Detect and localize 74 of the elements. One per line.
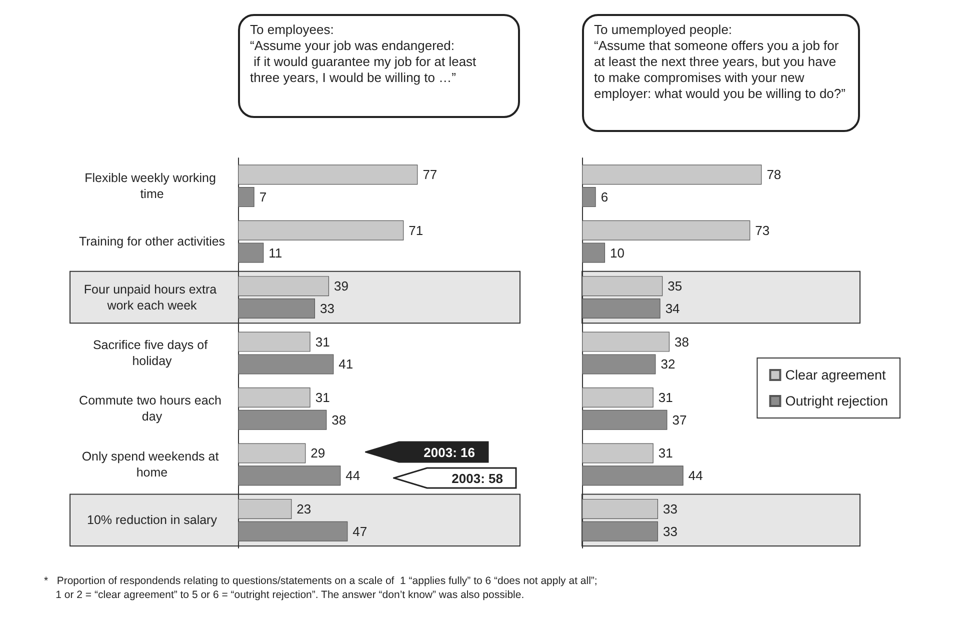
- y-tick-label: Commute two hours each day: [79, 394, 225, 424]
- arrow-callout: 2003: 58: [393, 467, 517, 489]
- y-tick-label: Flexible weekly working time: [84, 170, 220, 201]
- data-label: 31: [658, 390, 673, 406]
- bar: [582, 164, 762, 185]
- text: * Proportion of respondends relating to questions/statements on a scale of 1 “applies fully” to 6 “does not apply at all”; 1 or 2 = “clear agreement” to 5 or 6 = “outright rejection”. The answer “don’t know” was also possible.: [44, 574, 598, 602]
- y-tick-label: Training for other activities: [78, 234, 226, 249]
- bar: [238, 220, 404, 240]
- data-label: 31: [315, 334, 330, 350]
- bar: [582, 498, 658, 519]
- speech-bubble: To umemployed people: “Assume that someone offers you a job for at least the next three years, but you have to make compromises with your new employer: what would you be willing to do?”: [582, 14, 860, 132]
- data-label: 29: [310, 446, 326, 461]
- data-label: 44: [688, 468, 703, 484]
- bar: [582, 466, 684, 486]
- chart-subtitle: “Assume that someone offers you a job for at least the next three years, but you have to make compromises with your new employer: what would you be willing to do?”: [594, 38, 846, 102]
- data-label: 73: [755, 222, 770, 238]
- chart-subtitle: “Assume your job was endangered: if it would guarantee my job for at least three years, I would be willing to …”: [250, 38, 478, 86]
- bar: [238, 388, 310, 408]
- bar: [238, 466, 341, 486]
- bar: [238, 443, 306, 464]
- bar: [582, 298, 660, 318]
- data-label: 39: [334, 278, 348, 294]
- bar: [582, 332, 670, 352]
- bar: [582, 276, 663, 296]
- speech-bubble: To employees: “Assume your job was endangered: if it would guarantee my job for at least three years, I would be willing to …”: [238, 14, 520, 118]
- bar: [582, 220, 750, 240]
- legend-label: Outright rejection: [785, 394, 888, 408]
- bar: [238, 521, 348, 542]
- bar: [582, 521, 658, 542]
- data-label: 38: [674, 334, 690, 350]
- data-label: 41: [338, 356, 354, 372]
- data-label: 44: [346, 468, 360, 484]
- data-label: 47: [352, 524, 368, 539]
- bar: [238, 187, 254, 208]
- legend-label: Clear agreement: [785, 368, 886, 382]
- data-label: 34: [665, 300, 680, 316]
- data-label: 71: [408, 222, 424, 238]
- data-label: 33: [320, 300, 334, 316]
- bar: [238, 332, 310, 352]
- arrow-callout: 2003: 16: [365, 441, 489, 463]
- chart-title: To employees:: [250, 22, 335, 38]
- data-label: 35: [668, 278, 682, 294]
- data-label: 10: [610, 245, 625, 260]
- bar: [582, 443, 654, 464]
- bar: [238, 242, 264, 263]
- bar: [238, 276, 330, 296]
- bar: [582, 388, 654, 408]
- y-tick-label: Sacrifice five days of holiday: [92, 338, 212, 368]
- data-label: 33: [663, 524, 678, 539]
- data-label: 23: [296, 501, 312, 516]
- bar: [238, 164, 418, 185]
- data-label: 31: [315, 390, 330, 406]
- chart-title: To umemployed people:: [594, 22, 734, 38]
- data-label: 37: [672, 412, 687, 428]
- y-tick-label: Four unpaid hours extra work each week: [84, 282, 220, 312]
- bar: [238, 298, 316, 318]
- bar: [238, 410, 327, 430]
- data-label: 33: [663, 501, 678, 516]
- bar: [238, 354, 334, 374]
- data-label: 38: [332, 412, 346, 428]
- bar: [582, 354, 656, 374]
- data-label: 31: [658, 446, 673, 461]
- data-label: 7: [259, 190, 267, 205]
- data-label: 77: [422, 167, 438, 182]
- y-tick-label: Only spend weekends at home: [82, 449, 222, 480]
- data-label: 32: [660, 356, 676, 372]
- data-label: 6: [600, 190, 608, 205]
- data-label: 78: [766, 167, 782, 182]
- y-tick-label: 10% reduction in salary: [87, 513, 218, 528]
- bar: [582, 242, 606, 263]
- data-label: 11: [268, 245, 282, 260]
- bar: [238, 498, 292, 519]
- bar: [582, 410, 668, 430]
- bar: [582, 187, 596, 208]
